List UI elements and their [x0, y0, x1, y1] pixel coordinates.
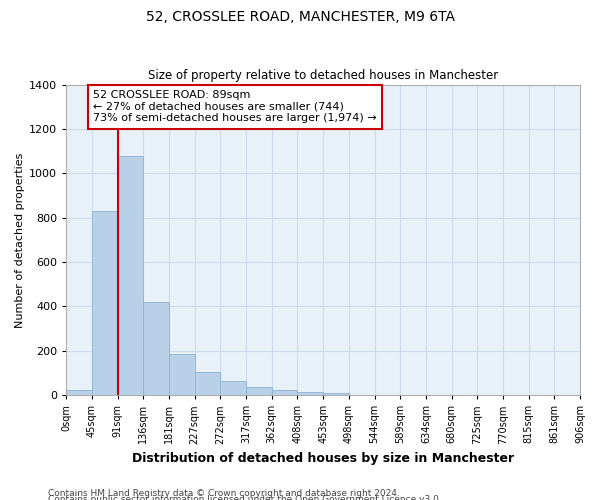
Bar [118, 156, 143, 395]
Text: 52, CROSSLEE ROAD, MANCHESTER, M9 6TA: 52, CROSSLEE ROAD, MANCHESTER, M9 6TA [146, 10, 455, 24]
Bar [246, 388, 272, 395]
Bar [92, 211, 118, 395]
X-axis label: Distribution of detached houses by size in Manchester: Distribution of detached houses by size … [132, 452, 514, 465]
Text: 52 CROSSLEE ROAD: 89sqm
← 27% of detached houses are smaller (744)
73% of semi-d: 52 CROSSLEE ROAD: 89sqm ← 27% of detache… [93, 90, 377, 124]
Bar [195, 372, 220, 395]
Bar [272, 390, 298, 395]
Bar [169, 354, 195, 395]
Title: Size of property relative to detached houses in Manchester: Size of property relative to detached ho… [148, 69, 498, 82]
Text: Contains HM Land Registry data © Crown copyright and database right 2024.: Contains HM Land Registry data © Crown c… [48, 488, 400, 498]
Text: Contains public sector information licensed under the Open Government Licence v3: Contains public sector information licen… [48, 495, 442, 500]
Bar [143, 302, 169, 395]
Bar [298, 392, 323, 395]
Bar [323, 393, 349, 395]
Bar [67, 390, 92, 395]
Y-axis label: Number of detached properties: Number of detached properties [15, 152, 25, 328]
Bar [220, 382, 246, 395]
